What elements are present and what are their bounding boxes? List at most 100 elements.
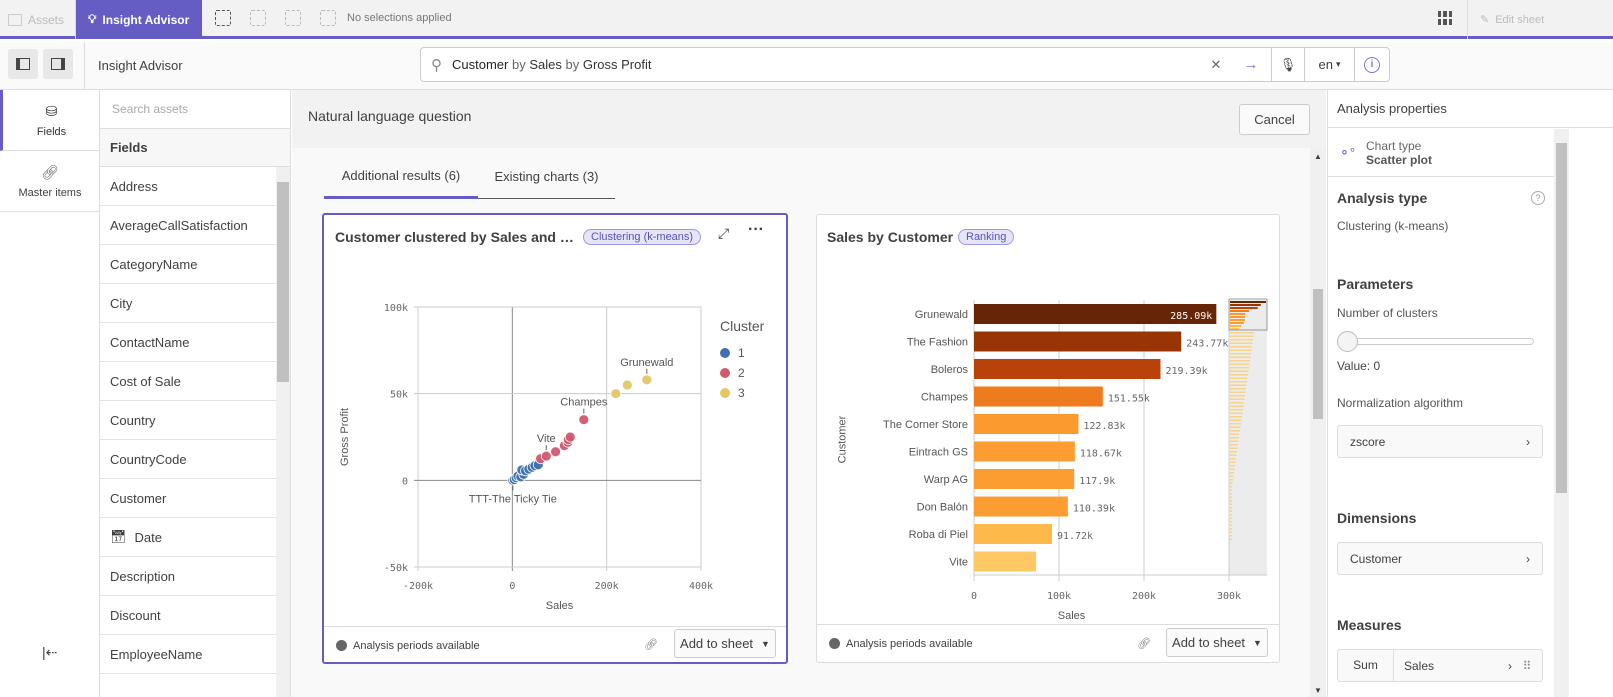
category-label: Boleros (931, 364, 969, 376)
field-item[interactable]: Customer (100, 479, 276, 518)
properties-scrollbar[interactable] (1554, 129, 1569, 697)
analysis-badge: Ranking (958, 229, 1015, 245)
add-to-sheet-button[interactable]: Add to sheet ▼ (1166, 628, 1268, 657)
dimension-item[interactable]: Customer › (1337, 542, 1543, 575)
microphone-icon[interactable]: 🎙︎ (1271, 48, 1304, 81)
toggle-right-panel-button[interactable] (43, 49, 73, 79)
data-label: 285.09k (1170, 311, 1212, 322)
field-item[interactable]: 📅︎ Date (100, 518, 276, 557)
data-point (621, 379, 633, 391)
add-to-sheet-button[interactable]: Add to sheet ▼ (674, 629, 776, 658)
plot-frame (417, 306, 702, 568)
minichart-bar (1230, 374, 1248, 376)
clock-icon (336, 640, 347, 651)
normalization-select[interactable]: zscore › (1337, 425, 1543, 458)
point-label: Champes (560, 397, 608, 409)
clear-selections-icon[interactable] (320, 10, 336, 26)
measure-item[interactable]: Sum Sales › ⠿ (1337, 649, 1543, 682)
submit-arrow-icon[interactable]: → (1243, 56, 1259, 73)
x-tick-label: 200k (1132, 591, 1156, 602)
field-item[interactable]: ContactName (100, 323, 276, 362)
selections-status: No selections applied (347, 12, 452, 24)
info-icon[interactable]: i (1354, 48, 1389, 81)
calendar-icon: 📅︎ (110, 529, 127, 544)
chart-type-selector[interactable]: ⚬° Chart type Scatter plot (1328, 129, 1554, 177)
x-tick-label: 100k (1047, 591, 1071, 602)
search-assets-input[interactable]: Search assets (100, 90, 290, 129)
minichart-bar (1230, 381, 1247, 383)
minichart-bar (1230, 325, 1242, 327)
expand-icon[interactable]: ⤢ (718, 225, 730, 241)
minichart-bar (1230, 363, 1250, 365)
field-item[interactable]: Country (100, 401, 276, 440)
minichart-bar (1230, 444, 1238, 446)
field-item[interactable]: CountryCode (100, 440, 276, 479)
bar (974, 414, 1079, 434)
minichart-bar (1230, 367, 1249, 369)
chart-card-clustering[interactable]: Customer clustered by Sales and … Cluste… (322, 213, 788, 664)
edit-sheet-button[interactable]: ✎ Edit sheet (1467, 0, 1613, 39)
search-box[interactable]: ⚲ Customer by Sales by Gross Profit ✕ → … (420, 47, 1390, 82)
collapse-icon[interactable]: |⇠ (42, 644, 58, 660)
grid-menu-icon[interactable] (1438, 11, 1452, 25)
minichart-bar (1230, 521, 1232, 523)
dropdown-icon: ▼ (1253, 637, 1262, 648)
data-point (550, 446, 561, 458)
data-label: 219.39k (1165, 366, 1207, 377)
tab-additional-results[interactable]: Additional results (6) (324, 155, 478, 199)
field-item[interactable]: Address (100, 167, 276, 206)
chevron-down-icon: ▾ (1335, 59, 1341, 69)
x-tick-label: 400k (689, 581, 713, 592)
tab-existing-charts[interactable]: Existing charts (3) (494, 169, 599, 184)
fields-scrollbar[interactable] (276, 167, 290, 697)
minichart-bar (1230, 377, 1248, 379)
dimensions-heading: Dimensions (1337, 510, 1417, 526)
link-icon[interactable]: 🔗︎ (644, 639, 658, 651)
y-tick-label: 100k (384, 303, 408, 314)
step-forward-icon[interactable] (285, 10, 301, 26)
minichart-bar (1230, 328, 1240, 330)
cancel-button[interactable]: Cancel (1239, 104, 1310, 135)
link-icon[interactable]: 🔗︎ (1137, 638, 1151, 650)
drag-handle-icon[interactable]: ⠿ (1522, 658, 1532, 673)
field-item[interactable]: Description (100, 557, 276, 596)
field-item[interactable]: AverageCallSatisfaction (100, 206, 276, 245)
x-tick-label: 0 (509, 581, 515, 592)
clear-icon[interactable]: ✕ (1210, 56, 1222, 72)
field-item[interactable]: City (100, 284, 276, 323)
smart-search-icon[interactable] (215, 10, 231, 26)
toggle-left-panel-button[interactable] (8, 49, 38, 79)
bar (974, 496, 1068, 517)
chart-card-ranking[interactable]: Sales by Customer Ranking 0 100k 200k 300k G… (816, 214, 1280, 663)
category-label: Champes (921, 392, 969, 404)
field-item[interactable]: Cost of Sale (100, 362, 276, 401)
more-options-icon[interactable]: ··· (748, 221, 764, 238)
fields-header: Fields (100, 129, 290, 167)
slider-handle[interactable] (1337, 331, 1358, 352)
category-label: Vite (949, 557, 968, 569)
search-input[interactable]: Customer by Sales by Gross Profit (452, 57, 652, 72)
field-item[interactable]: Discount (100, 596, 276, 635)
field-item[interactable]: CategoryName (100, 245, 276, 284)
assets-button[interactable]: Assets (0, 0, 76, 39)
minichart-bar (1230, 510, 1232, 512)
minichart-bar (1230, 388, 1246, 390)
left-panel-icon (16, 58, 30, 70)
step-back-icon[interactable] (250, 10, 266, 26)
rail-item-fields[interactable]: ⛁ Fields (0, 90, 100, 151)
clusters-slider[interactable] (1337, 338, 1534, 345)
minichart-bar (1230, 472, 1234, 474)
bar (974, 304, 1217, 324)
category-label: Warp AG (924, 474, 968, 486)
main-scrollbar[interactable]: ▲ ▼ (1310, 148, 1326, 697)
page-title: Insight Advisor (98, 58, 183, 73)
data-point (540, 450, 552, 462)
rail-item-master-items[interactable]: 🔗︎ Master items (0, 151, 100, 212)
field-item[interactable]: EmployeeName (100, 635, 276, 674)
minichart-bar (1230, 310, 1250, 312)
language-select[interactable]: en ▾ (1304, 48, 1354, 81)
insight-advisor-tab[interactable]: 💡︎ Insight Advisor (76, 0, 202, 39)
minichart-bar (1230, 304, 1261, 306)
y-tick-label: -50k (384, 563, 408, 574)
help-icon[interactable]: ? (1531, 191, 1545, 205)
